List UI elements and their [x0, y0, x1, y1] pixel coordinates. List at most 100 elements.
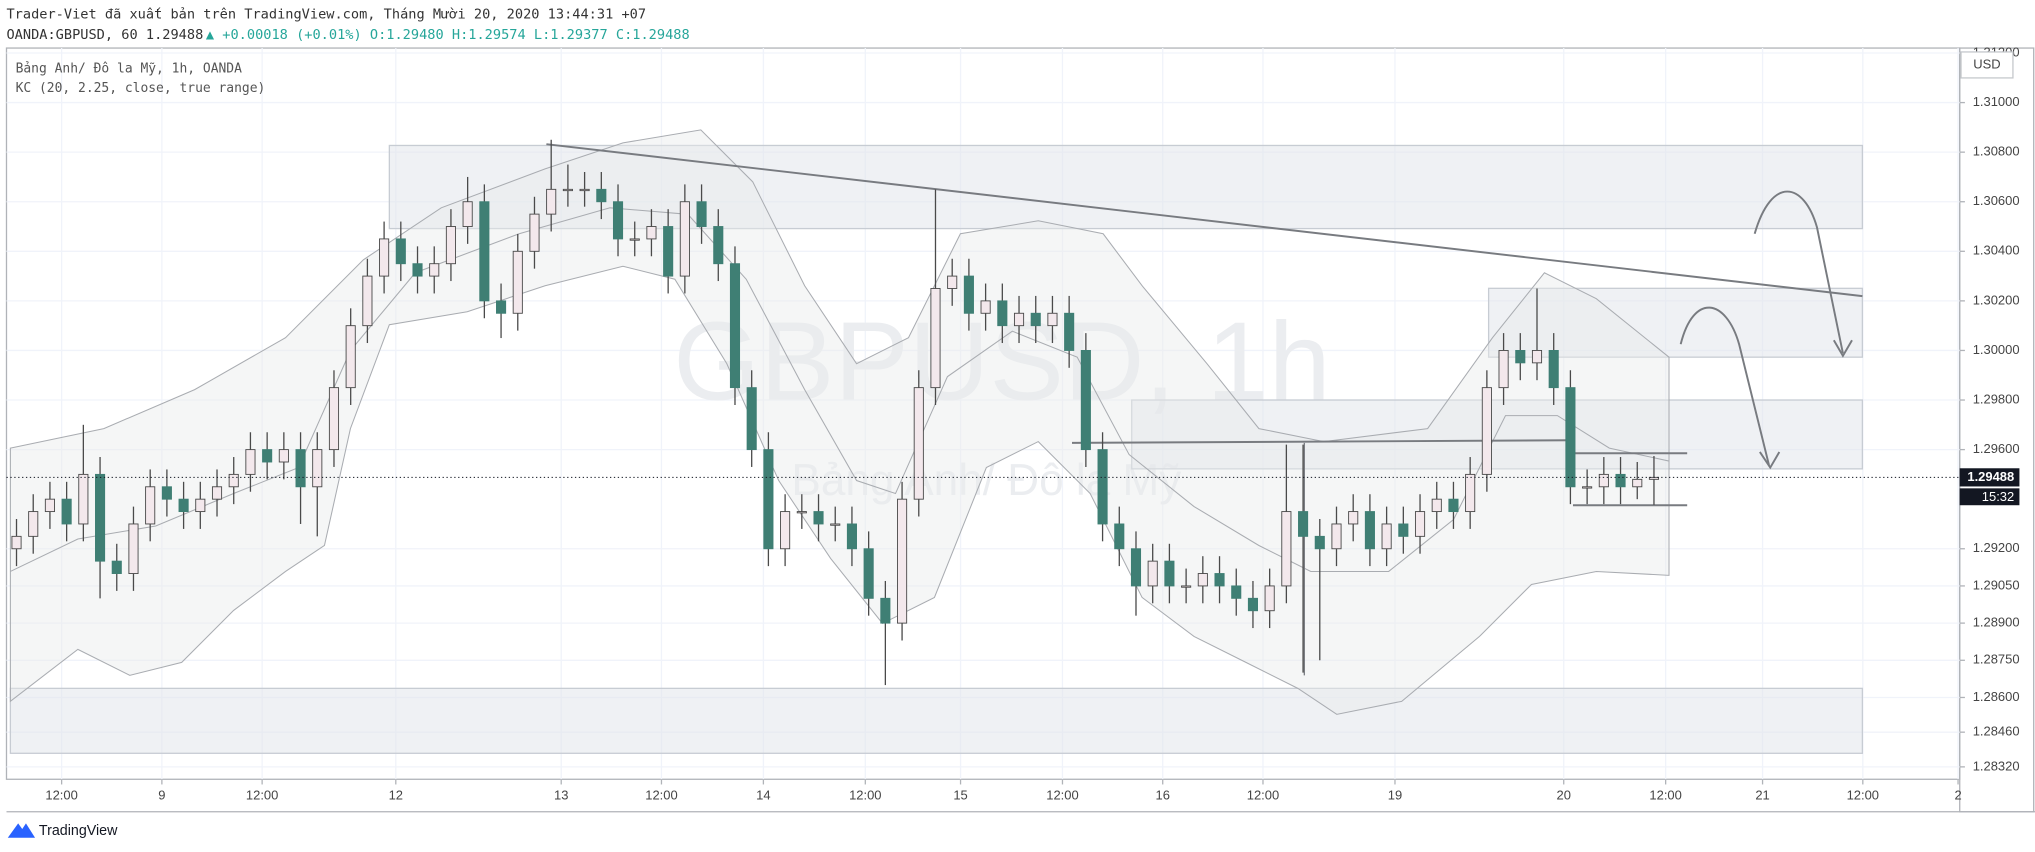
- x-tick-label: 12:00: [1046, 788, 1078, 803]
- x-tick-label: 12:00: [1847, 788, 1879, 803]
- candle-body: [1064, 312, 1075, 351]
- candle-body: [646, 226, 657, 240]
- x-tick-label: 9: [158, 788, 165, 803]
- zones: [9, 144, 1864, 754]
- symbol-line: OANDA:GBPUSD, 60 1.29488 ▲ +0.00018 (+0.0…: [6, 27, 689, 43]
- x-tick-label: 15: [953, 788, 967, 803]
- y-tick-label: 1.28320: [1973, 758, 2020, 773]
- candle-body: [696, 201, 707, 227]
- candle-body: [846, 523, 857, 550]
- x-tick-label: 12:00: [1247, 788, 1279, 803]
- candle-body: [830, 523, 841, 526]
- y-tick-label: 1.31000: [1973, 94, 2020, 109]
- candle-body: [28, 511, 39, 537]
- brand-name: TradingView: [39, 823, 118, 839]
- x-tick-label: 20: [1557, 788, 1571, 803]
- candle-body: [1047, 312, 1058, 327]
- candle-body: [379, 238, 390, 277]
- y-tick-label: 1.29600: [1973, 441, 2020, 456]
- candle-body: [1565, 387, 1576, 488]
- candles: [11, 139, 1660, 686]
- candle-body: [312, 449, 323, 488]
- candle-body: [1264, 585, 1275, 612]
- candle-body: [228, 473, 239, 488]
- currency-box: [1960, 51, 2014, 79]
- candle-body: [178, 498, 189, 513]
- publisher-line: Trader-Viet đã xuất bản trên TradingView…: [6, 6, 646, 22]
- candle-body: [1414, 511, 1426, 537]
- zone: [1131, 399, 1864, 470]
- y-tick-label: 1.29800: [1973, 391, 2020, 406]
- candle-body: [863, 548, 874, 599]
- keltner-channel: [9, 129, 1670, 715]
- x-tick-label: 14: [756, 788, 770, 803]
- candle-body: [512, 250, 523, 314]
- candle-body: [95, 473, 106, 562]
- candle-body: [713, 226, 724, 265]
- candle-body: [663, 226, 674, 277]
- candle-body: [1582, 486, 1593, 489]
- candle-body: [61, 498, 72, 525]
- y-tick-label: 1.30600: [1973, 193, 2020, 208]
- candle-body: [345, 325, 356, 389]
- arrow-head: [1759, 451, 1781, 470]
- candle-body: [412, 263, 423, 277]
- candle-body: [1481, 387, 1492, 475]
- candle-body: [596, 188, 607, 203]
- candle-body: [1531, 350, 1543, 364]
- candle-body: [546, 188, 557, 215]
- candle-body: [195, 498, 206, 513]
- candle-body: [278, 449, 289, 463]
- y-tick-label: 1.28460: [1973, 724, 2020, 739]
- candle-body: [1364, 511, 1375, 550]
- candle-body: [1632, 478, 1643, 488]
- candle-body: [362, 275, 373, 327]
- candle-body: [1231, 585, 1242, 599]
- x-tick-label: 21: [1755, 788, 1769, 803]
- candle-body: [913, 387, 924, 500]
- x-tick-label: 19: [1388, 788, 1402, 803]
- candle-body: [1197, 573, 1208, 587]
- brand: TradingView: [7, 823, 118, 839]
- candle-body: [1314, 535, 1325, 550]
- x-tick-label: 2: [1954, 788, 1961, 803]
- candle-body: [262, 449, 273, 463]
- candle-body: [479, 201, 490, 302]
- candle-body: [997, 300, 1008, 327]
- ohlc-open: O:1.29480: [370, 27, 444, 43]
- candle-body: [1214, 573, 1225, 587]
- candle-body: [1615, 473, 1626, 488]
- candle-body: [1381, 523, 1392, 550]
- candle-body: [679, 201, 690, 277]
- candle-body: [1298, 511, 1309, 537]
- candle-body: [295, 449, 306, 488]
- candle-body: [1114, 523, 1125, 550]
- ohlc-close: C:1.29488: [616, 27, 690, 43]
- last-price-box: [1959, 468, 2020, 487]
- channel-mid: [10, 207, 1670, 572]
- candle-body: [1181, 585, 1192, 588]
- candle-body: [1247, 597, 1259, 612]
- candle-body: [746, 387, 757, 451]
- candle-body: [1164, 560, 1175, 587]
- x-tick-label: 12:00: [849, 788, 881, 803]
- candle-body: [612, 201, 624, 240]
- candle-body: [111, 560, 122, 574]
- candle-body: [813, 511, 824, 525]
- candle-body: [1431, 498, 1442, 513]
- candle-body: [796, 511, 807, 514]
- candle-body: [245, 449, 256, 475]
- candle-body: [328, 387, 340, 451]
- candle-body: [529, 213, 540, 252]
- candle-body: [11, 535, 22, 550]
- countdown: 15:32: [1982, 489, 2014, 504]
- candle-body: [44, 498, 55, 513]
- y-tick-label: 1.30200: [1973, 292, 2020, 307]
- x-tick-label: 12:00: [645, 788, 677, 803]
- candle-body: [947, 275, 958, 289]
- symbol: OANDA:GBPUSD, 60: [6, 27, 137, 43]
- candle-body: [579, 188, 590, 192]
- candle-body: [1498, 350, 1509, 389]
- y-tick-label: 1.29200: [1973, 540, 2020, 555]
